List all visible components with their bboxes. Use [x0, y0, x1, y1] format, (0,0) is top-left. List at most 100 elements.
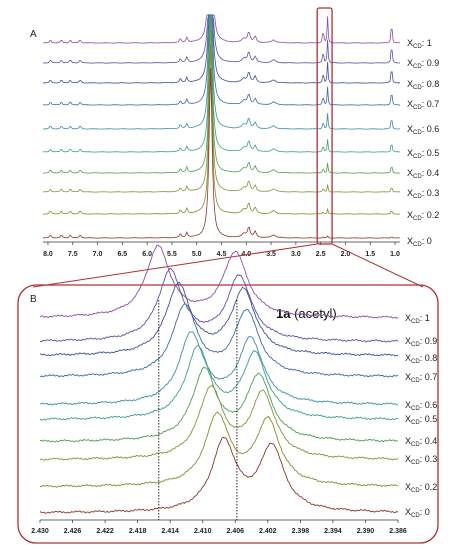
xcd-separator: : [422, 148, 427, 158]
xcd-symbol: X [407, 210, 413, 220]
xcd-symbol: X [405, 400, 411, 410]
zoom-connector-left [32, 243, 318, 288]
xcd-value: 0.3 [427, 188, 440, 198]
spectrum-line [42, 14, 401, 84]
xcd-label: XCD: 0.2 [407, 210, 439, 222]
spectrum-line [39, 366, 399, 443]
xcd-subscript: CD [411, 460, 420, 466]
xcd-label: XCD: 1 [407, 38, 432, 50]
x-tick-label: 2.398 [292, 528, 310, 535]
spectrum-line [42, 15, 401, 153]
xcd-label: XCD: 0.2 [405, 482, 437, 494]
xcd-label: XCD: 0.7 [407, 99, 439, 111]
xcd-symbol: X [405, 507, 411, 517]
xcd-value: 0.2 [427, 210, 440, 220]
xcd-subscript: CD [413, 216, 422, 222]
xcd-symbol: X [405, 414, 411, 424]
xcd-value: 0.9 [427, 58, 440, 68]
xcd-separator: : [420, 414, 425, 424]
x-tick-label: 2.390 [357, 528, 375, 535]
xcd-value: 0.3 [425, 454, 438, 464]
xcd-subscript: CD [413, 174, 422, 180]
x-tick-label: 2.422 [96, 528, 114, 535]
xcd-value: 0 [425, 507, 430, 517]
x-tick-label: 2.5 [316, 251, 326, 258]
x-tick-label: 1.5 [365, 251, 375, 258]
xcd-symbol: X [405, 372, 411, 382]
spectrum-line [42, 14, 401, 130]
spectrum-line [39, 436, 399, 514]
x-tick-label: 7.0 [93, 251, 103, 258]
xcd-separator: : [422, 188, 427, 198]
xcd-separator: : [420, 482, 425, 492]
xcd-label: XCD: 0.6 [405, 400, 437, 412]
zoom-connector-right [331, 243, 424, 288]
x-tick-label: 2.414 [161, 528, 179, 535]
xcd-separator: : [420, 400, 425, 410]
spectrum-line [42, 14, 401, 174]
xcd-label: XCD: 0 [405, 507, 430, 519]
xcd-symbol: X [407, 168, 413, 178]
xcd-subscript: CD [413, 64, 422, 70]
xcd-value: 0.4 [427, 168, 440, 178]
spectrum-line [39, 331, 399, 406]
title-group: (acetyl) [290, 306, 336, 321]
xcd-subscript: CD [413, 44, 422, 50]
xcd-value: 0.6 [425, 400, 438, 410]
xcd-separator: : [422, 168, 427, 178]
xcd-label: XCD: 0.4 [407, 168, 439, 180]
panel-a-label: A [30, 29, 37, 40]
xcd-subscript: CD [411, 342, 420, 348]
xcd-subscript: CD [411, 442, 420, 448]
xcd-symbol: X [407, 58, 413, 68]
xcd-separator: : [422, 124, 427, 134]
xcd-symbol: X [407, 79, 413, 89]
xcd-value: 0.5 [425, 414, 438, 424]
xcd-symbol: X [405, 353, 411, 363]
xcd-symbol: X [407, 148, 413, 158]
xcd-value: 1 [427, 38, 432, 48]
xcd-value: 0.4 [425, 436, 438, 446]
xcd-subscript: CD [413, 85, 422, 91]
spectrum-title: 1a (acetyl) [276, 306, 337, 321]
x-tick-label: 6.0 [142, 251, 152, 258]
xcd-label: XCD: 0.8 [405, 353, 437, 365]
spectrum-line [42, 67, 401, 239]
xcd-value: 0.5 [427, 148, 440, 158]
xcd-symbol: X [405, 454, 411, 464]
xcd-separator: : [420, 507, 425, 517]
panel-b-label: B [30, 294, 37, 305]
x-tick-label: 3.5 [266, 251, 276, 258]
x-tick-label: 2.386 [389, 528, 407, 535]
x-tick-label: 2.410 [194, 528, 212, 535]
spectrum-line [42, 43, 400, 215]
spectrum-line [39, 303, 399, 378]
x-tick-label: 2.418 [129, 528, 147, 535]
xcd-symbol: X [405, 313, 411, 323]
spectrum-line [42, 14, 401, 64]
xcd-symbol: X [407, 124, 413, 134]
spectrum-line [39, 344, 399, 421]
xcd-label: XCD: 0.5 [407, 148, 439, 160]
xcd-subscript: CD [413, 154, 422, 160]
xcd-subscript: CD [411, 359, 420, 365]
zoom-frame [17, 284, 439, 544]
xcd-subscript: CD [411, 420, 420, 426]
xcd-value: 0.8 [425, 353, 438, 363]
xcd-separator: : [422, 99, 427, 109]
x-tick-label: 1.0 [390, 251, 400, 258]
x-tick-label: 2.394 [324, 528, 342, 535]
xcd-symbol: X [407, 188, 413, 198]
region-highlight [316, 7, 333, 245]
xcd-value: 0.9 [425, 336, 438, 346]
xcd-separator: : [422, 79, 427, 89]
xcd-label: XCD: 0.8 [407, 79, 439, 91]
xcd-subscript: CD [411, 513, 420, 519]
xcd-separator: : [422, 210, 427, 220]
xcd-subscript: CD [411, 378, 420, 384]
xcd-value: 0 [427, 236, 432, 246]
xcd-symbol: X [407, 236, 413, 246]
spectrum-line [39, 281, 399, 357]
